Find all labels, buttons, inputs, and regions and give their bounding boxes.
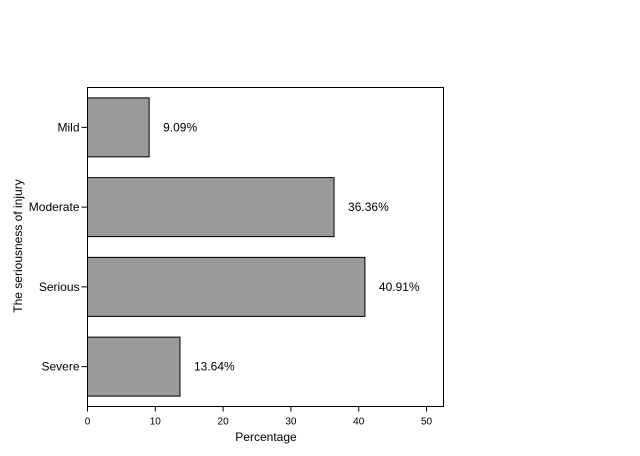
bar-serious <box>87 256 366 317</box>
data-label-serious: 40.91% <box>379 280 420 294</box>
y-tick-label-mild: Mild <box>57 120 79 134</box>
x-tick-label-40: 40 <box>353 417 365 428</box>
data-label-moderate: 36.36% <box>348 200 389 214</box>
x-tick-label-30: 30 <box>285 417 297 428</box>
x-axis: 0 10 20 30 40 50 <box>85 406 433 428</box>
x-axis-title: Percentage <box>235 430 297 444</box>
bar-mild <box>87 97 150 158</box>
x-tick-label-20: 20 <box>218 417 230 428</box>
y-tick-label-moderate: Moderate <box>29 200 80 214</box>
x-tick-label-50: 50 <box>421 417 433 428</box>
y-axis: Mild Moderate Serious Severe <box>29 120 88 374</box>
x-tick-label-0: 0 <box>85 417 91 428</box>
y-axis-title: The seriousness of injury <box>11 179 25 312</box>
bar-severe <box>87 336 181 397</box>
data-label-severe: 13.64% <box>194 360 235 374</box>
data-labels-group: 9.09% 36.36% 40.91% 13.64% <box>163 120 420 373</box>
y-tick-label-serious: Serious <box>39 280 80 294</box>
bars-group <box>87 97 366 397</box>
x-tick-label-10: 10 <box>150 417 162 428</box>
bar-moderate <box>87 177 335 238</box>
y-tick-label-severe: Severe <box>41 360 79 374</box>
data-label-mild: 9.09% <box>163 120 197 134</box>
